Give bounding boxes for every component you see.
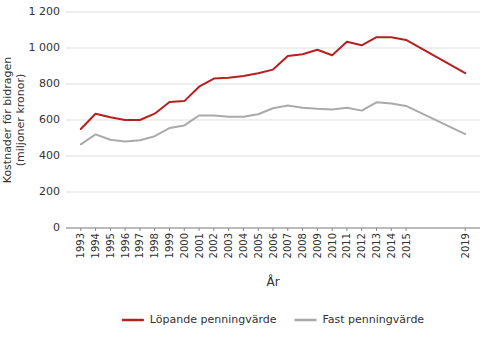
legend-item: Fast penningvärde bbox=[295, 313, 425, 326]
x-tick bbox=[184, 228, 185, 231]
x-tick-label: 2000 bbox=[179, 233, 190, 258]
legend-label: Fast penningvärde bbox=[323, 313, 425, 326]
x-tick-label: 2003 bbox=[223, 233, 234, 258]
y-tick-label: 1 200 bbox=[29, 5, 61, 18]
y-tick-label: 800 bbox=[39, 77, 60, 90]
legend-swatch bbox=[122, 319, 144, 322]
x-tick bbox=[391, 228, 392, 231]
x-tick-label: 1996 bbox=[120, 233, 131, 258]
plot-area bbox=[81, 37, 465, 144]
y-tick-labels: 0 200 400 600 800 1 000 1 200 bbox=[29, 5, 61, 234]
y-grid bbox=[66, 12, 480, 228]
x-tick-label: 1998 bbox=[149, 233, 160, 258]
x-tick bbox=[213, 228, 214, 231]
x-tick-label: 1997 bbox=[134, 233, 145, 258]
x-tick-label: 2006 bbox=[268, 233, 279, 258]
x-tick-label: 2009 bbox=[312, 233, 323, 258]
x-tick bbox=[361, 228, 362, 231]
x-tick bbox=[376, 228, 377, 231]
x-tick-label: 2004 bbox=[238, 233, 249, 258]
x-tick-label: 1993 bbox=[75, 233, 86, 258]
y-axis-label-line: (miljoner kronor) bbox=[14, 74, 27, 167]
legend: Löpande penningvärde Fast penningvärde bbox=[122, 313, 425, 326]
x-tick-labels: 1993 1994 1995 19961997 1998 1999 2000 20012002… bbox=[75, 228, 470, 258]
chart: 02004006008001 0001 20019931994199519961… bbox=[0, 0, 494, 340]
x-tick-label: 2014 bbox=[386, 233, 397, 258]
x-tick bbox=[95, 228, 96, 231]
x-tick-label: 2008 bbox=[297, 233, 308, 258]
x-tick-label: 2001 bbox=[194, 233, 205, 258]
x-axis-label: År bbox=[266, 274, 279, 289]
x-tick-label: 2011 bbox=[341, 233, 352, 258]
x-tick bbox=[317, 228, 318, 231]
x-tick-label: 2007 bbox=[282, 233, 293, 258]
x-tick bbox=[80, 228, 81, 231]
grid-line bbox=[66, 156, 480, 157]
y-axis-label-line: Kostnader för bidragen bbox=[1, 57, 14, 184]
y-axis-label: Kostnader för bidragen(miljoner kronor) bbox=[1, 57, 27, 184]
x-tick bbox=[302, 228, 303, 231]
x-tick bbox=[332, 228, 333, 231]
x-tick-label: 2012 bbox=[356, 233, 367, 258]
line-series bbox=[81, 37, 465, 129]
x-tick-label: 1999 bbox=[164, 233, 175, 258]
chart-container: 02004006008001 0001 20019931994199519961… bbox=[0, 0, 494, 340]
x-tick-label: 2005 bbox=[253, 233, 264, 258]
grid-line bbox=[66, 12, 480, 13]
x-tick bbox=[346, 228, 347, 231]
x-tick bbox=[273, 228, 274, 231]
x-tick bbox=[406, 228, 407, 231]
x-tick bbox=[287, 228, 288, 231]
grid-line bbox=[66, 84, 480, 85]
x-tick bbox=[139, 228, 140, 231]
legend-label: Löpande penningvärde bbox=[150, 313, 277, 326]
x-tick-label: 2013 bbox=[371, 233, 382, 258]
x-tick bbox=[125, 228, 126, 231]
x-tick-label: 1995 bbox=[105, 233, 116, 258]
grid-line bbox=[66, 192, 480, 193]
legend-item: Löpande penningvärde bbox=[122, 313, 277, 326]
y-tick-label: 400 bbox=[39, 149, 60, 162]
x-tick bbox=[228, 228, 229, 231]
line-series bbox=[81, 102, 465, 144]
y-tick-label: 0 bbox=[53, 221, 60, 234]
x-tick-label: 2015 bbox=[401, 233, 412, 258]
x-tick-label: 2010 bbox=[327, 233, 338, 258]
x-tick bbox=[110, 228, 111, 231]
y-tick-label: 200 bbox=[39, 185, 60, 198]
x-tick bbox=[243, 228, 244, 231]
x-tick-label: 2002 bbox=[208, 233, 219, 258]
x-tick bbox=[199, 228, 200, 231]
y-tick-label: 1 000 bbox=[29, 41, 61, 54]
x-tick-label: 2019 bbox=[460, 233, 471, 258]
y-tick-label: 600 bbox=[39, 113, 60, 126]
x-tick-label: 1994 bbox=[90, 233, 101, 258]
x-tick bbox=[169, 228, 170, 231]
x-tick bbox=[465, 228, 466, 231]
legend-swatch bbox=[295, 319, 317, 322]
x-tick bbox=[154, 228, 155, 231]
x-tick bbox=[258, 228, 259, 231]
